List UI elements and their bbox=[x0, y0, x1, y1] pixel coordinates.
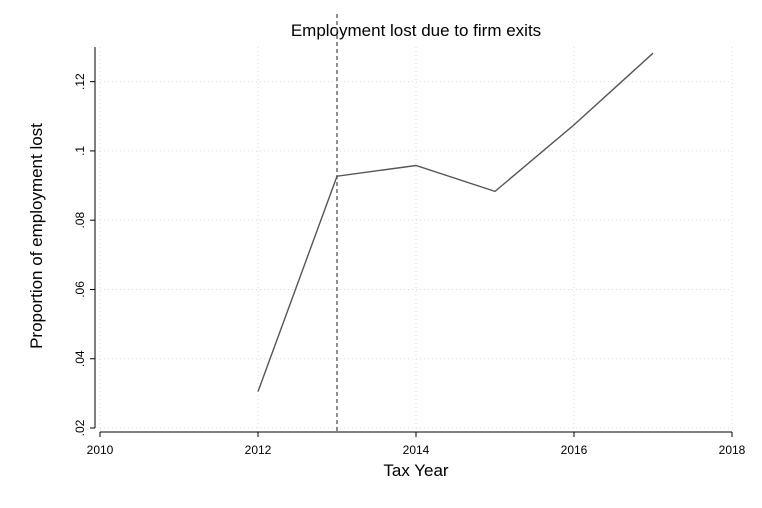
y-tick-label: .08 bbox=[73, 212, 87, 229]
x-tick-label: 2016 bbox=[561, 443, 588, 457]
y-tick-label: .02 bbox=[73, 419, 87, 436]
y-tick-label: .12 bbox=[73, 73, 87, 90]
series-line bbox=[257, 52, 654, 392]
axis-layer: .02 .04 .06 .08 .1 .12 2010 2012 2014 2016 2018 bbox=[73, 47, 746, 457]
x-tick-label: 2012 bbox=[245, 443, 272, 457]
x-axis-title: Tax Year bbox=[383, 461, 449, 480]
x-tick-label: 2018 bbox=[719, 443, 746, 457]
chart-title: Employment lost due to firm exits bbox=[291, 21, 541, 40]
series-layer bbox=[257, 14, 654, 432]
grid-layer bbox=[99, 47, 733, 429]
x-tick-label: 2014 bbox=[403, 443, 430, 457]
x-tick-label: 2010 bbox=[87, 443, 114, 457]
y-tick-label: .04 bbox=[73, 350, 87, 367]
y-tick-label: .1 bbox=[73, 146, 87, 156]
y-tick-label: .06 bbox=[73, 281, 87, 298]
y-axis-title: Proportion of employment lost bbox=[27, 123, 46, 349]
